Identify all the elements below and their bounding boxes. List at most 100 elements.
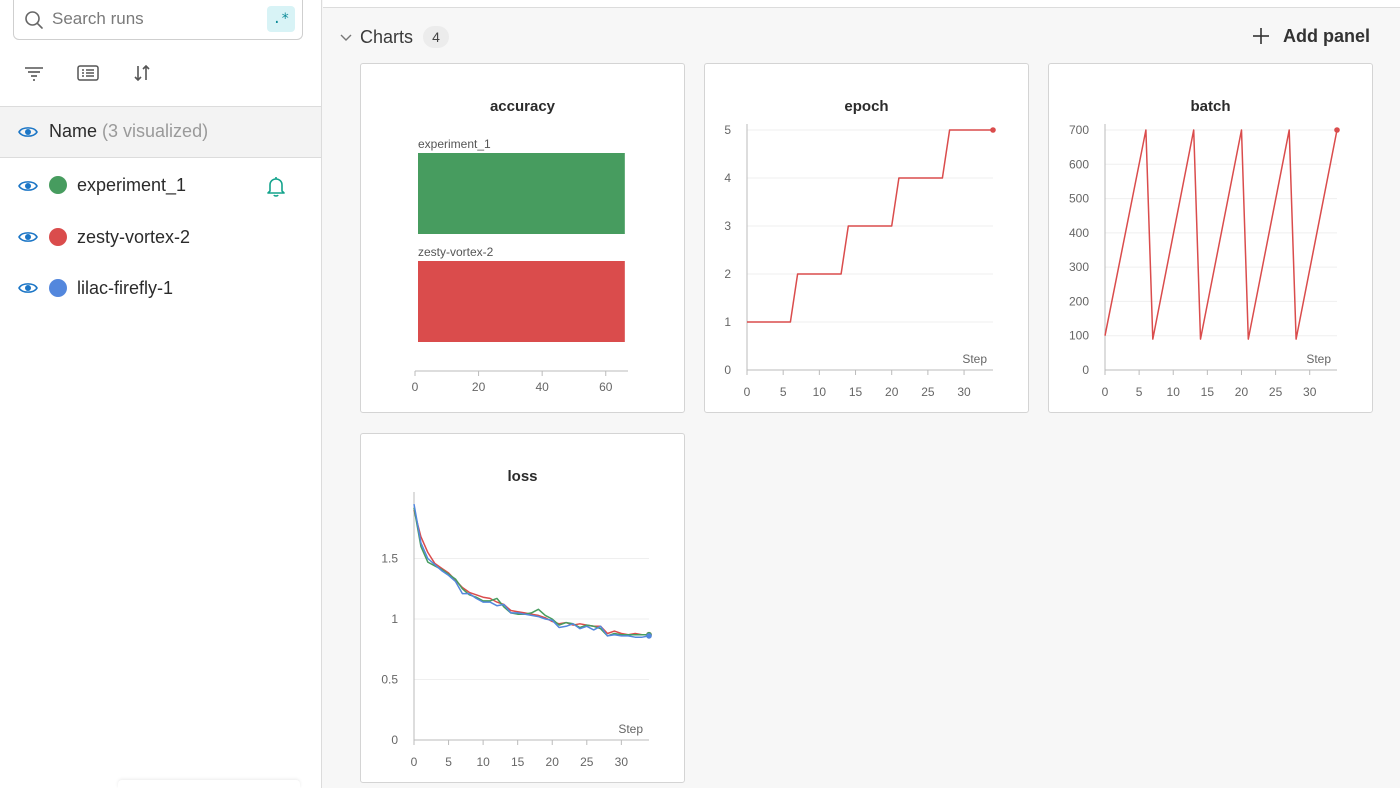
chart-title: accuracy bbox=[489, 98, 556, 115]
x-tick-label: 25 bbox=[1269, 385, 1283, 399]
add-panel-button[interactable]: Add panel bbox=[1252, 24, 1370, 48]
y-tick-label: 2 bbox=[724, 267, 731, 281]
x-tick-label: 20 bbox=[885, 385, 899, 399]
run-row-lilac-firefly-1[interactable]: lilac-firefly-1 bbox=[0, 263, 321, 313]
name-label: Name bbox=[49, 121, 98, 141]
search-input[interactable] bbox=[52, 6, 272, 32]
x-tick-label: 0 bbox=[1102, 385, 1109, 399]
x-tick-label: 5 bbox=[1136, 385, 1143, 399]
run-name[interactable]: lilac-firefly-1 bbox=[77, 278, 174, 298]
series-end-point bbox=[1334, 127, 1340, 133]
run-name[interactable]: zesty-vortex-2 bbox=[77, 227, 191, 247]
run-row-zesty-vortex-2[interactable]: zesty-vortex-2 bbox=[0, 212, 321, 262]
x-axis-label: Step bbox=[1306, 352, 1331, 366]
epoch-chart: 0 1 2 3 4 5 0 5 10 15 20 25 30 Step bbox=[724, 123, 996, 399]
bar bbox=[418, 153, 625, 234]
y-tick-label: 0 bbox=[1082, 363, 1089, 377]
x-tick-label: 30 bbox=[615, 755, 629, 769]
x-tick-label: 15 bbox=[849, 385, 863, 399]
run-color-dot[interactable] bbox=[49, 228, 67, 246]
x-tick-label: 10 bbox=[1167, 385, 1181, 399]
y-tick-label: 1 bbox=[391, 612, 398, 626]
y-tick-label: 0 bbox=[724, 363, 731, 377]
eye-icon[interactable] bbox=[18, 230, 38, 244]
sort-button[interactable] bbox=[129, 60, 155, 86]
sort-icon bbox=[134, 64, 150, 82]
bar-category-label: zesty-vortex-2 bbox=[418, 245, 494, 259]
bar-category-label: experiment_1 bbox=[418, 137, 491, 151]
eye-icon[interactable] bbox=[18, 125, 38, 139]
chart-panel-loss[interactable]: loss 0 0.5 1 1.5 0 5 10 15 20 25 30 Step bbox=[360, 433, 685, 783]
chart-title: loss bbox=[507, 468, 538, 485]
accuracy-chart: 0 20 40 60 experiment_1 zesty-vortex-2 bbox=[412, 137, 628, 394]
x-tick-label: 20 bbox=[1235, 385, 1249, 399]
sidebar-footer-edge bbox=[118, 780, 300, 788]
y-tick-label: 100 bbox=[1069, 329, 1089, 343]
chart-panel-epoch[interactable]: epoch 0 1 2 3 4 5 0 5 10 15 20 25 30 Step bbox=[704, 63, 1029, 413]
x-tick-label: 30 bbox=[1303, 385, 1317, 399]
group-button[interactable] bbox=[75, 60, 101, 86]
chevron-down-icon[interactable] bbox=[338, 29, 354, 45]
bar bbox=[418, 261, 625, 342]
y-tick-label: 5 bbox=[724, 123, 731, 137]
y-tick-label: 300 bbox=[1069, 260, 1089, 274]
runs-sidebar: .* N bbox=[0, 0, 322, 788]
x-tick-label: 60 bbox=[599, 380, 613, 394]
y-tick-label: 4 bbox=[724, 171, 731, 185]
main-top-border bbox=[323, 0, 1400, 8]
regex-toggle-button[interactable]: .* bbox=[267, 6, 295, 32]
series-end-point bbox=[990, 127, 996, 133]
chart-title: batch bbox=[1190, 98, 1231, 115]
y-tick-label: 3 bbox=[724, 219, 731, 233]
x-tick-label: 0 bbox=[411, 755, 418, 769]
y-tick-label: 0.5 bbox=[381, 673, 398, 687]
panel-count-badge: 4 bbox=[423, 26, 450, 48]
batch-chart: 0 100 200 300 400 500 600 700 0 5 10 15 20 25 30 Step bbox=[1069, 123, 1340, 399]
y-tick-label: 1 bbox=[724, 315, 731, 329]
add-panel-label: Add panel bbox=[1283, 25, 1371, 46]
series-line bbox=[413, 503, 650, 638]
x-tick-label: 10 bbox=[813, 385, 827, 399]
eye-icon[interactable] bbox=[18, 179, 38, 193]
filter-icon bbox=[25, 67, 43, 81]
eye-icon[interactable] bbox=[18, 281, 38, 295]
y-tick-label: 600 bbox=[1069, 157, 1089, 171]
bell-icon[interactable] bbox=[264, 174, 288, 198]
series-line bbox=[413, 507, 649, 637]
x-tick-label: 10 bbox=[476, 755, 490, 769]
list-icon bbox=[77, 65, 99, 81]
section-title: Charts bbox=[360, 26, 414, 47]
x-tick-label: 15 bbox=[511, 755, 525, 769]
y-tick-label: 0 bbox=[391, 733, 398, 747]
y-tick-label: 400 bbox=[1069, 226, 1089, 240]
runs-table-header: Name (3 visualized) bbox=[0, 106, 321, 158]
x-tick-label: 0 bbox=[412, 380, 419, 394]
series-end-point bbox=[646, 633, 652, 639]
x-tick-label: 25 bbox=[580, 755, 594, 769]
loss-chart: 0 0.5 1 1.5 0 5 10 15 20 25 30 Step bbox=[381, 492, 652, 769]
name-column-header[interactable]: Name (3 visualized) bbox=[49, 121, 208, 142]
x-tick-label: 20 bbox=[546, 755, 560, 769]
run-color-dot[interactable] bbox=[49, 279, 67, 297]
run-name[interactable]: experiment_1 bbox=[77, 175, 187, 195]
chart-panel-accuracy[interactable]: accuracy 0 20 40 60 experiment_1 zesty-vortex… bbox=[360, 63, 685, 413]
run-color-dot[interactable] bbox=[49, 176, 67, 194]
search-box[interactable]: .* bbox=[13, 0, 303, 40]
y-tick-label: 700 bbox=[1069, 123, 1089, 137]
x-tick-label: 0 bbox=[744, 385, 751, 399]
x-tick-label: 20 bbox=[472, 380, 486, 394]
run-row-experiment-1[interactable]: experiment_1 bbox=[0, 161, 321, 211]
y-tick-label: 1.5 bbox=[381, 552, 398, 566]
x-tick-label: 15 bbox=[1201, 385, 1215, 399]
chart-title: epoch bbox=[844, 98, 889, 115]
y-tick-label: 500 bbox=[1069, 192, 1089, 206]
visualized-count: (3 visualized) bbox=[102, 121, 209, 141]
chart-panel-batch[interactable]: batch 0 100 200 300 400 500 600 700 0 5 10 15 20 25 30… bbox=[1048, 63, 1373, 413]
x-tick-label: 25 bbox=[921, 385, 935, 399]
series-line bbox=[1104, 129, 1338, 340]
x-tick-label: 5 bbox=[780, 385, 787, 399]
charts-section-header[interactable]: Charts 4 bbox=[338, 22, 450, 52]
x-axis-label: Step bbox=[618, 722, 643, 736]
x-tick-label: 30 bbox=[957, 385, 971, 399]
filter-button[interactable] bbox=[21, 60, 47, 86]
